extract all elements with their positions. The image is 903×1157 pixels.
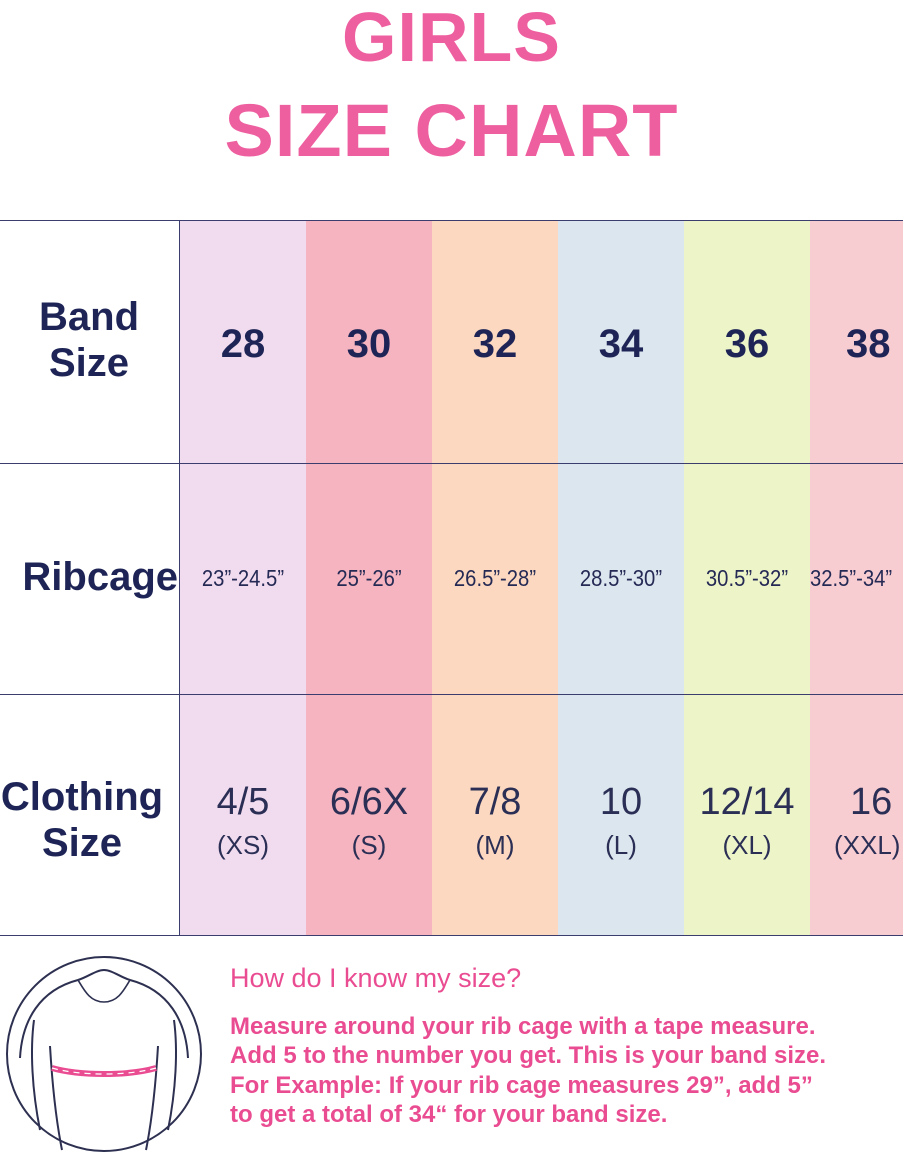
help-instruction-line: Add 5 to the number you get. This is you… bbox=[230, 1042, 827, 1069]
column-bg-28 bbox=[180, 220, 306, 936]
clothing-size-code: (XXL) bbox=[834, 830, 901, 860]
help-instruction-line: For Example: If your rib cage measures 2… bbox=[230, 1072, 813, 1099]
ribcage-range-value: 28.5”-30” bbox=[579, 565, 663, 591]
help-instruction-line: to get a total of 34“ for your band size… bbox=[230, 1101, 668, 1128]
ribcage-range-value: 26.5”-28” bbox=[453, 565, 537, 591]
title-line-2: SIZE CHART bbox=[224, 89, 679, 172]
column-bg-36 bbox=[684, 220, 810, 936]
clothing-size-code: (S) bbox=[351, 830, 387, 860]
torso-measurement-icon bbox=[6, 956, 202, 1152]
clothing-size-value: 10 bbox=[599, 781, 643, 823]
row-label-band-line1: Band bbox=[39, 295, 139, 339]
clothing-size-value: 7/8 bbox=[468, 781, 522, 823]
row-label-clothing-size: Clothing Size bbox=[0, 774, 180, 866]
band-size-value: 32 bbox=[472, 322, 518, 366]
clothing-size-code: (XS) bbox=[217, 830, 269, 860]
row-label-clothing-line1: Clothing bbox=[0, 775, 164, 819]
band-size-value: 38 bbox=[846, 324, 891, 364]
column-bg-38 bbox=[810, 220, 903, 936]
band-size-value: 30 bbox=[346, 322, 392, 366]
row-divider bbox=[0, 935, 903, 936]
ribcage-range-value: 25”-26” bbox=[336, 565, 402, 591]
row-label-band-line2: Size bbox=[48, 341, 130, 385]
ribcage-range-value: 30.5”-32” bbox=[705, 565, 789, 591]
help-instruction-line: Measure around your rib cage with a tape… bbox=[230, 1013, 816, 1040]
size-chart-table: Band Size Ribcage Clothing Size 28 30 32… bbox=[0, 220, 903, 936]
row-divider bbox=[0, 463, 903, 464]
row-divider bbox=[0, 694, 903, 695]
row-divider bbox=[0, 220, 903, 221]
column-bg-30 bbox=[306, 220, 432, 936]
clothing-size-code: (L) bbox=[605, 830, 637, 860]
clothing-size-value: 12/14 bbox=[699, 781, 795, 823]
clothing-size-value: 4/5 bbox=[216, 781, 270, 823]
clothing-size-code: (XL) bbox=[722, 830, 772, 860]
title-line-1: GIRLS bbox=[342, 0, 561, 76]
band-size-value: 34 bbox=[598, 322, 644, 366]
band-size-value: 36 bbox=[724, 322, 770, 366]
ribcage-range-value: 23”-24.5” bbox=[201, 565, 285, 591]
clothing-size-value: 6/6X bbox=[329, 781, 409, 823]
clothing-size-value: 16 bbox=[850, 781, 893, 823]
clothing-size-code: (M) bbox=[475, 830, 515, 860]
band-size-value: 28 bbox=[220, 322, 266, 366]
column-bg-32 bbox=[432, 220, 558, 936]
row-label-ribcage: Ribcage bbox=[22, 555, 178, 599]
row-label-clothing-line2: Size bbox=[41, 821, 123, 865]
row-label-band-size: Band Size bbox=[0, 294, 178, 386]
ribcage-range-value: 32.5”-34” bbox=[810, 565, 892, 591]
column-bg-34 bbox=[558, 220, 684, 936]
help-heading: How do I know my size? bbox=[230, 963, 522, 993]
label-column-divider bbox=[179, 220, 180, 936]
